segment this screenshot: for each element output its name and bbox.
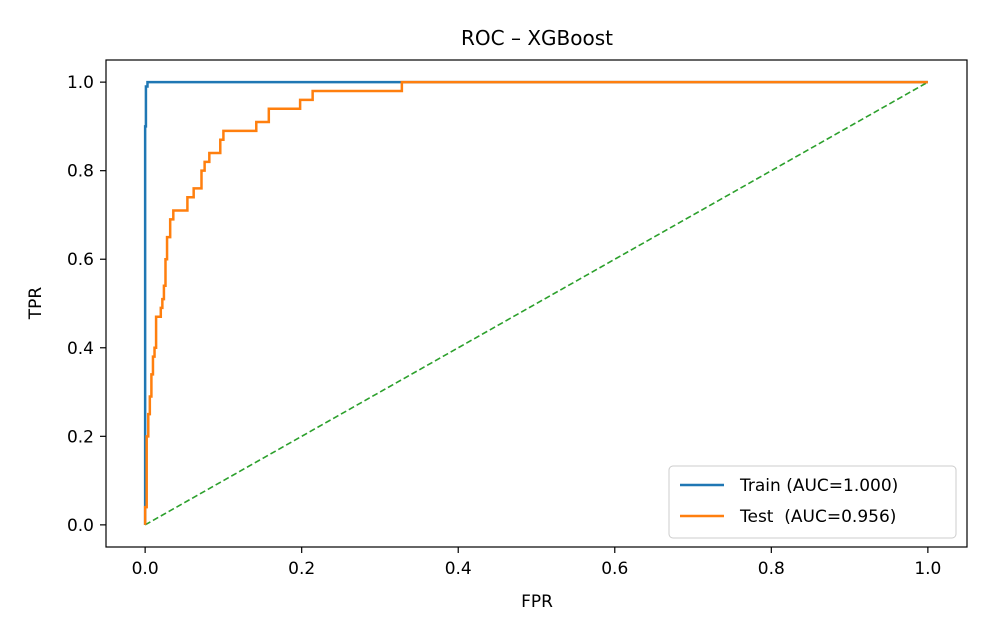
train-roc-curve (143, 80, 928, 525)
chart-title: ROC – XGBoost (461, 26, 613, 50)
axes-frame (105, 59, 968, 548)
x-tick-label: 0.0 (132, 559, 159, 579)
x-tick-label: 1.0 (914, 559, 941, 579)
y-tick-label: 0.4 (67, 339, 94, 359)
plot-area (143, 80, 929, 526)
x-tick-label: 0.6 (601, 559, 628, 579)
x-axis-ticks: 0.0 0.2 0.4 0.6 0.8 1.0 (132, 547, 941, 579)
y-tick-label: 0.8 (67, 162, 94, 182)
y-axis-ticks: 0.0 0.2 0.4 0.6 0.8 1.0 (67, 73, 106, 536)
y-tick-label: 0.6 (67, 250, 94, 270)
y-tick-label: 0.0 (67, 516, 94, 536)
legend: Train (AUC=1.000) Test (AUC=0.956) (668, 465, 957, 539)
y-tick-label: 1.0 (67, 73, 94, 93)
x-tick-label: 0.4 (445, 559, 472, 579)
legend-label-train: Train (AUC=1.000) (739, 476, 898, 496)
y-axis-label: TPR (26, 287, 46, 321)
legend-label-test: Test (AUC=0.956) (739, 507, 896, 527)
x-tick-label: 0.8 (758, 559, 785, 579)
x-axis-label: FPR (521, 592, 553, 612)
x-tick-label: 0.2 (288, 559, 315, 579)
y-tick-label: 0.2 (67, 427, 94, 447)
legend-frame (668, 465, 957, 539)
chance-diagonal-line (144, 81, 929, 526)
test-roc-curve (143, 80, 928, 525)
